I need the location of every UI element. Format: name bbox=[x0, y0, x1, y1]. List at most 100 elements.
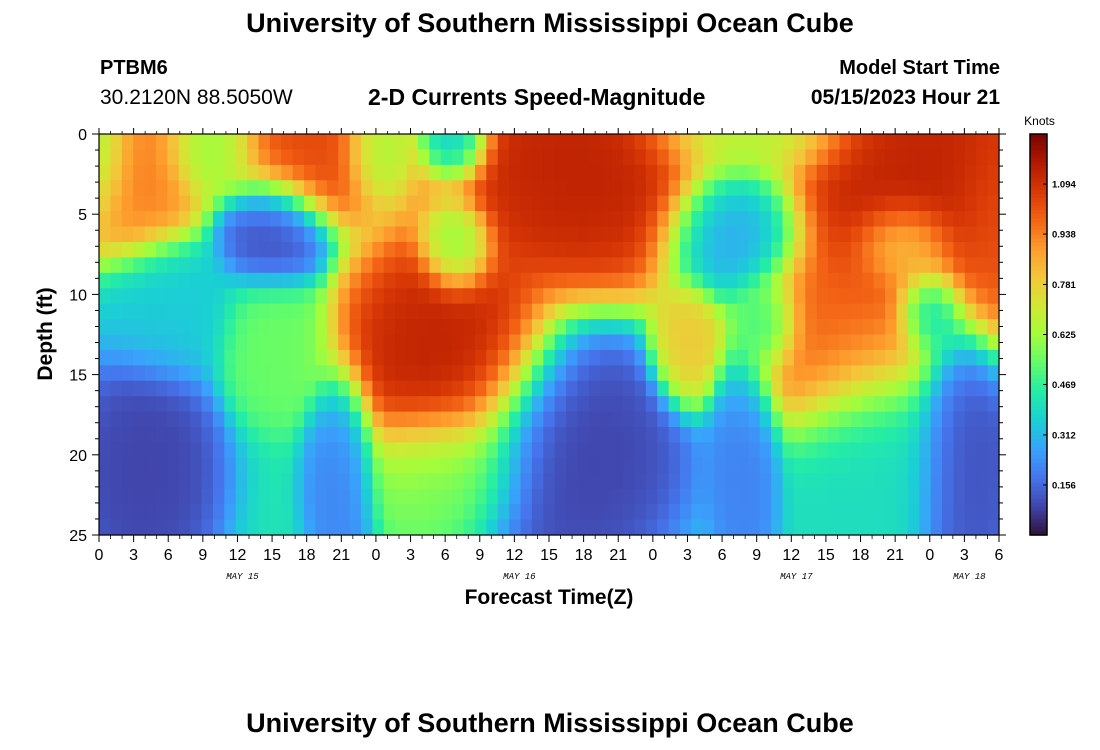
heatmap-cell bbox=[953, 319, 966, 336]
heatmap-cell bbox=[201, 473, 214, 490]
heatmap-cell bbox=[771, 241, 784, 258]
heatmap-cell bbox=[736, 427, 749, 444]
heatmap-cell bbox=[395, 226, 408, 243]
colorbar-segment bbox=[1030, 214, 1047, 219]
colorbar-tick-label: 0.312 bbox=[1052, 430, 1076, 441]
colorbar-segment bbox=[1030, 458, 1047, 464]
colorbar-segment bbox=[1030, 262, 1047, 267]
heatmap-cell bbox=[201, 134, 214, 151]
heatmap-cell bbox=[942, 211, 955, 228]
heatmap-cell bbox=[862, 349, 875, 366]
heatmap-cell bbox=[201, 488, 214, 505]
heatmap-cell bbox=[862, 272, 875, 289]
heatmap-cell bbox=[987, 427, 1000, 444]
heatmap-cell bbox=[258, 519, 271, 536]
heatmap-cell bbox=[326, 149, 339, 166]
heatmap-cell bbox=[566, 504, 579, 521]
heatmap-cell bbox=[645, 134, 658, 151]
heatmap-cell bbox=[452, 164, 465, 181]
heatmap-cell bbox=[930, 473, 943, 490]
heatmap-cell bbox=[121, 365, 134, 382]
heatmap-cell bbox=[417, 288, 430, 305]
heatmap-cell bbox=[566, 365, 579, 382]
heatmap-cell bbox=[600, 134, 613, 151]
heatmap-cell bbox=[907, 319, 920, 336]
heatmap-cell bbox=[976, 134, 989, 151]
heatmap-cell bbox=[349, 488, 362, 505]
heatmap-cell bbox=[691, 288, 704, 305]
heatmap-cell bbox=[144, 288, 157, 305]
colorbar-tick-label: 1.094 bbox=[1052, 180, 1076, 191]
heatmap-cell bbox=[406, 504, 419, 521]
heatmap-cell bbox=[873, 504, 886, 521]
heatmap-cell bbox=[406, 257, 419, 274]
heatmap-cell bbox=[782, 211, 795, 228]
heatmap-cell bbox=[748, 195, 761, 212]
heatmap-cell bbox=[691, 473, 704, 490]
heatmap-cell bbox=[190, 457, 203, 474]
heatmap-cell bbox=[896, 396, 909, 413]
station-coordinates: 30.2120N 88.5050W bbox=[100, 86, 293, 109]
heatmap-cell bbox=[144, 442, 157, 459]
heatmap-cell bbox=[554, 504, 567, 521]
heatmap-cell bbox=[509, 488, 522, 505]
heatmap-cell bbox=[315, 195, 328, 212]
heatmap-cell bbox=[577, 442, 590, 459]
heatmap-cell bbox=[702, 226, 715, 243]
heatmap-cell bbox=[543, 303, 556, 320]
heatmap-cell bbox=[907, 134, 920, 151]
heatmap-cell bbox=[235, 319, 248, 336]
heatmap-cell bbox=[429, 473, 442, 490]
heatmap-cell bbox=[190, 257, 203, 274]
heatmap-cell bbox=[919, 473, 932, 490]
heatmap-cell bbox=[417, 457, 430, 474]
heatmap-cell bbox=[543, 257, 556, 274]
heatmap-cell bbox=[645, 211, 658, 228]
x-tick-label: 3 bbox=[683, 547, 692, 564]
heatmap-cell bbox=[976, 303, 989, 320]
heatmap-cell bbox=[440, 519, 453, 536]
heatmap-cell bbox=[828, 349, 841, 366]
heatmap-cell bbox=[133, 195, 146, 212]
heatmap-cell bbox=[497, 473, 510, 490]
heatmap-cell bbox=[725, 149, 738, 166]
heatmap-cell bbox=[474, 380, 487, 397]
heatmap-cell bbox=[714, 257, 727, 274]
heatmap-cell bbox=[543, 288, 556, 305]
heatmap-cell bbox=[645, 427, 658, 444]
heatmap-cell bbox=[896, 519, 909, 536]
heatmap-cell bbox=[942, 334, 955, 351]
heatmap-cell bbox=[247, 519, 260, 536]
heatmap-cell bbox=[566, 427, 579, 444]
heatmap-cell bbox=[235, 257, 248, 274]
heatmap-cell bbox=[714, 164, 727, 181]
heatmap-cell bbox=[304, 442, 317, 459]
heatmap-cell bbox=[850, 241, 863, 258]
heatmap-cell bbox=[452, 519, 465, 536]
heatmap-cell bbox=[725, 411, 738, 428]
heatmap-cell bbox=[338, 396, 351, 413]
heatmap-cell bbox=[463, 180, 476, 197]
heatmap-cell bbox=[623, 349, 636, 366]
heatmap-cell bbox=[224, 257, 237, 274]
heatmap-cell bbox=[326, 334, 339, 351]
heatmap-cell bbox=[144, 257, 157, 274]
heatmap-cell bbox=[930, 303, 943, 320]
heatmap-cell bbox=[771, 473, 784, 490]
heatmap-cell bbox=[862, 365, 875, 382]
heatmap-cell bbox=[873, 319, 886, 336]
heatmap-cell bbox=[247, 380, 260, 397]
heatmap-cell bbox=[907, 303, 920, 320]
heatmap-cell bbox=[896, 149, 909, 166]
heatmap-cell bbox=[759, 164, 772, 181]
heatmap-cell bbox=[520, 257, 533, 274]
colorbar-segment bbox=[1030, 354, 1047, 360]
heatmap-cell bbox=[600, 488, 613, 505]
heatmap-cell bbox=[474, 303, 487, 320]
heatmap-cell bbox=[440, 180, 453, 197]
heatmap-cell bbox=[247, 164, 260, 181]
heatmap-cell bbox=[463, 272, 476, 289]
heatmap-cell bbox=[645, 257, 658, 274]
heatmap-cell bbox=[668, 473, 681, 490]
colorbar-segment bbox=[1030, 374, 1047, 380]
